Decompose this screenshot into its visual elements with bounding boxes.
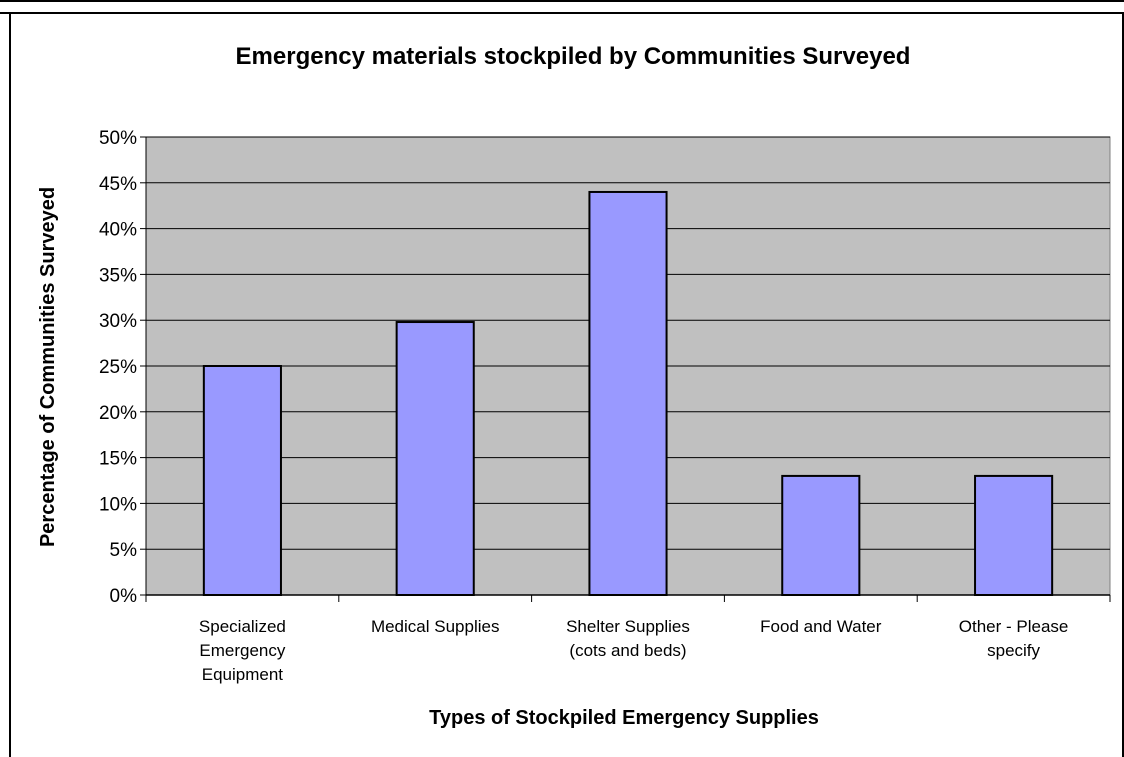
x-tick-label-line: (cots and beds) [569, 641, 686, 660]
y-tick-label: 0% [110, 586, 138, 607]
y-tick-label: 35% [99, 265, 137, 286]
x-tick-label-line: Medical Supplies [371, 617, 500, 636]
y-tick-label: 5% [110, 540, 138, 561]
y-tick-label: 25% [99, 357, 137, 378]
x-tick-label-line: Food and Water [760, 617, 882, 636]
axes [140, 136, 1111, 602]
bar [588, 190, 668, 597]
chart-title: Emergency materials stockpiled by Commun… [236, 43, 911, 70]
bar [395, 321, 475, 596]
x-tick-label-line: Other - Please [959, 617, 1069, 636]
bar [781, 474, 861, 597]
y-tick-labels: 0% 5% 10% 15% 20% 25% 30% 35% 40% 45% 50% [99, 128, 137, 607]
x-tick-label: Medical Supplies [371, 617, 500, 636]
y-tick-label: 20% [99, 403, 137, 424]
y-tick-label: 15% [99, 449, 137, 470]
x-tick-label-line: Specialized [199, 617, 286, 636]
y-tick-label: 10% [99, 494, 137, 515]
bar [974, 474, 1054, 597]
y-tick-label: 45% [99, 174, 137, 195]
frame-second-border [0, 12, 1124, 14]
y-tick-label: 40% [99, 220, 137, 241]
x-axis-title: Types of Stockpiled Emergency Supplies [429, 707, 819, 729]
x-tick-label-line: Shelter Supplies [566, 617, 690, 636]
bar [202, 365, 282, 596]
x-tick-label: Food and Water [760, 617, 882, 636]
x-tick-label: Shelter Supplies (cots and beds) [566, 617, 690, 660]
x-tick-label: Specialized Emergency Equipment [199, 617, 286, 684]
x-tick-label-line: Emergency [199, 641, 285, 660]
x-tick-label-line: specify [987, 641, 1040, 660]
y-tick-label: 50% [99, 128, 137, 149]
x-tick-label: Other - Please specify [959, 617, 1069, 660]
y-axis-title: Percentage of Communities Surveyed [37, 187, 59, 547]
x-tick-labels: Specialized Emergency Equipment Medical Sup… [199, 617, 1068, 684]
x-tick-label-line: Equipment [202, 665, 284, 684]
y-tick-label: 30% [99, 311, 137, 332]
frame-top-border [0, 0, 1124, 2]
